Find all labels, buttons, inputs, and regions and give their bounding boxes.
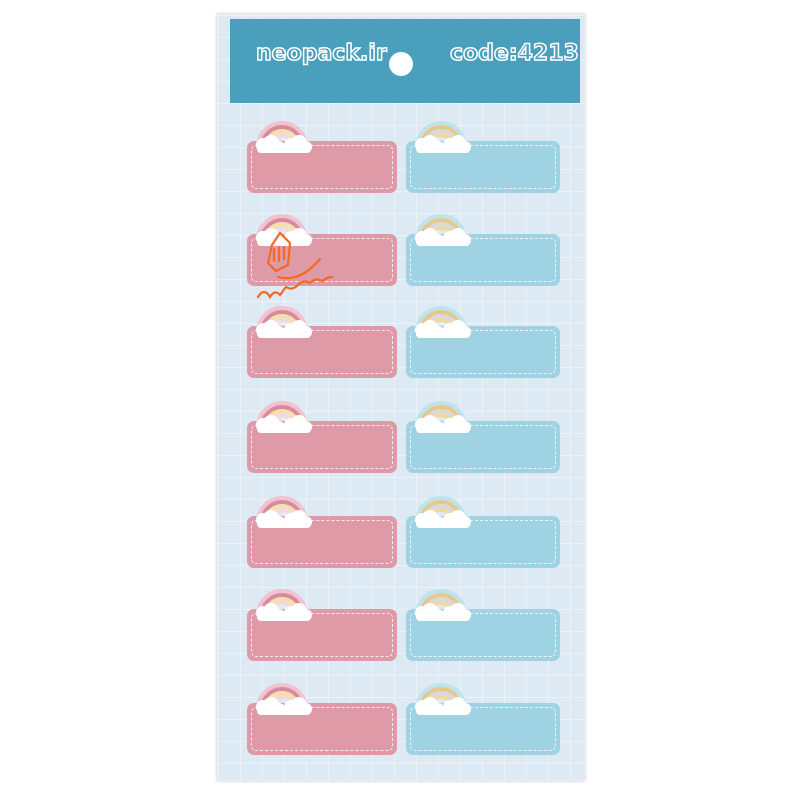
dashed-border — [410, 145, 556, 189]
rainbow-cloud-icon — [415, 214, 471, 246]
rainbow-cloud-icon — [256, 683, 312, 715]
dashed-border — [251, 425, 393, 469]
dashed-border — [410, 330, 556, 374]
dashed-border — [410, 707, 556, 751]
rainbow-cloud-icon — [415, 121, 471, 153]
rainbow-cloud-icon — [415, 683, 471, 715]
rainbow-cloud-icon — [415, 496, 471, 528]
rainbow-cloud-icon — [256, 121, 312, 153]
product-code: code:4213 — [449, 40, 579, 67]
scallop-border — [230, 91, 580, 101]
rainbow-cloud-icon — [415, 589, 471, 621]
rainbow-cloud-icon — [415, 306, 471, 338]
hang-hole — [389, 52, 413, 76]
rainbow-cloud-icon — [256, 306, 312, 338]
name-label-right-7 — [406, 703, 560, 755]
dashed-border — [251, 330, 393, 374]
rainbow-cloud-icon — [256, 401, 312, 433]
rainbow-cloud-icon — [415, 401, 471, 433]
watermark-logo — [256, 231, 334, 300]
dashed-border — [410, 238, 556, 282]
dashed-border — [251, 145, 393, 189]
dashed-border — [251, 613, 393, 657]
rainbow-cloud-icon — [256, 496, 312, 528]
dashed-border — [410, 425, 556, 469]
sticker-sheet: neopack.ir code:4213 — [217, 14, 585, 781]
rainbow-cloud-icon — [256, 589, 312, 621]
dashed-border — [410, 613, 556, 657]
name-label-left-6 — [247, 609, 397, 661]
dashed-border — [251, 707, 393, 751]
rainbow-cloud-icon — [256, 214, 312, 246]
brand-text: neopack.ir — [255, 40, 387, 67]
dashed-border — [410, 520, 556, 564]
dashed-border — [251, 520, 393, 564]
